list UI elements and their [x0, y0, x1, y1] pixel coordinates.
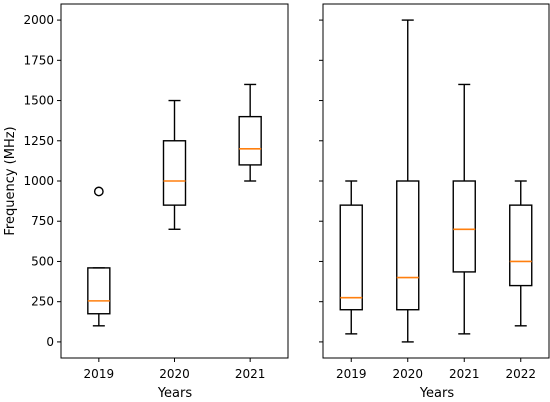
x-axis-label-right: Years [419, 386, 455, 401]
x-axis-label-left: Years [157, 386, 193, 401]
ytick-label: 500 [31, 254, 54, 268]
iqr-box [396, 180, 420, 311]
box-left-2020 [162, 99, 187, 230]
right-panel: 2019 2020 2021 2022 [319, 3, 550, 381]
iqr-box [162, 140, 187, 206]
xtick-label: 2019 [84, 367, 115, 381]
box-left-2021 [238, 83, 262, 182]
ytick-label: 1500 [23, 94, 54, 108]
ytick-label: 2000 [23, 13, 54, 27]
xtick-label: 2020 [392, 367, 423, 381]
iqr-box [339, 204, 363, 311]
y-axis-label: Frequency (MHz) [3, 126, 18, 235]
ytick-label: 1000 [23, 174, 54, 188]
iqr-box [452, 180, 476, 273]
outlier-point [93, 186, 104, 197]
ytick-label: 750 [31, 214, 54, 228]
xtick-label: 2020 [159, 367, 190, 381]
ytick-label: 250 [31, 295, 54, 309]
iqr-box [238, 115, 262, 166]
xtick-label: 2022 [505, 367, 536, 381]
iqr-box [87, 267, 111, 315]
box-right-2019 [339, 180, 363, 335]
left-panel: 0 250 500 750 1000 1250 1500 1750 2000 2019 2020 20… [23, 3, 289, 381]
box-left-2019 [87, 186, 111, 327]
ytick-label: 1250 [23, 134, 54, 148]
box-right-2021 [452, 83, 476, 335]
xtick-label: 2021 [449, 367, 480, 381]
iqr-box [509, 204, 533, 287]
box-right-2020 [396, 19, 420, 343]
xtick-label: 2021 [235, 367, 266, 381]
box-right-2022 [509, 180, 533, 327]
ytick-label: 1750 [23, 53, 54, 67]
xtick-label: 2019 [336, 367, 367, 381]
ytick-label: 0 [46, 335, 54, 349]
